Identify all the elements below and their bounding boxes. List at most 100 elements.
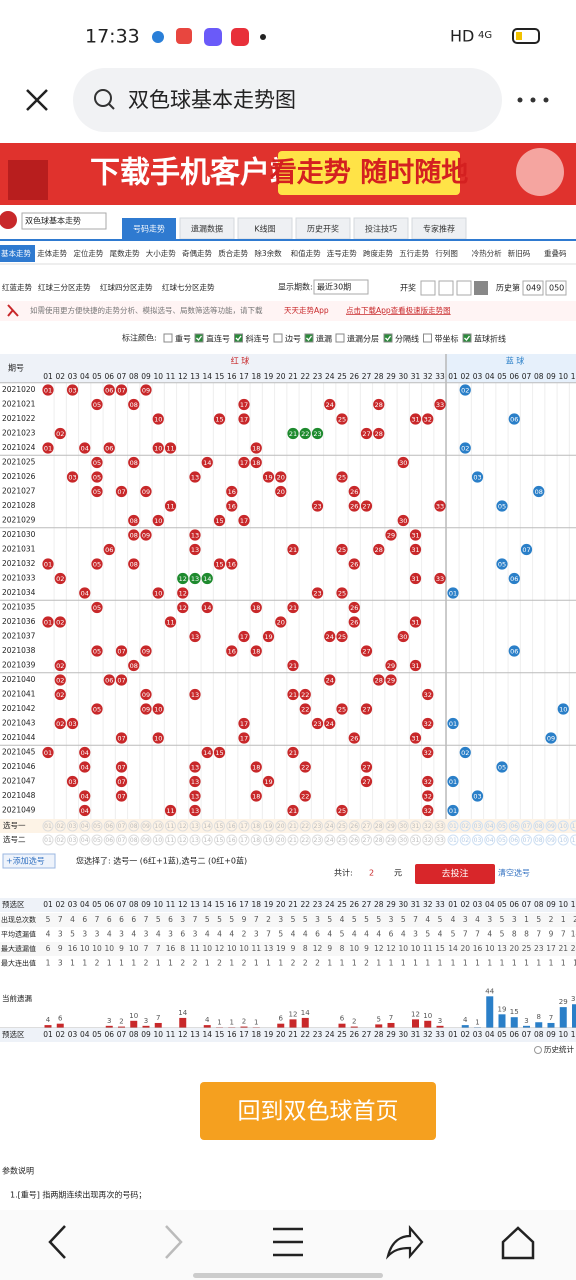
pick-ball[interactable]	[79, 820, 91, 832]
pick-ball[interactable]	[275, 834, 287, 846]
pick-ball[interactable]	[67, 834, 78, 846]
sub-tab[interactable]: 五行走势	[399, 248, 429, 258]
pick-ball[interactable]	[434, 834, 446, 846]
history-input[interactable]	[522, 280, 544, 296]
pick-ball[interactable]	[348, 820, 360, 832]
pick-ball[interactable]	[336, 834, 348, 846]
history-toggle[interactable]	[534, 1046, 542, 1054]
checkbox[interactable]	[423, 333, 432, 343]
search-box[interactable]	[73, 68, 502, 132]
home-button[interactable]	[200, 1082, 436, 1140]
sub-tab[interactable]: 尾数走势	[110, 248, 140, 258]
pick-ball[interactable]	[410, 834, 421, 846]
pick-ball[interactable]	[545, 820, 557, 832]
pick-ball[interactable]	[263, 820, 274, 832]
history-input[interactable]	[545, 280, 567, 296]
pick-ball[interactable]	[226, 834, 238, 846]
pick-ball[interactable]	[140, 834, 152, 846]
pick-ball[interactable]	[385, 820, 397, 832]
pick-ball[interactable]	[54, 820, 66, 832]
pick-ball[interactable]	[508, 820, 520, 832]
sub-tab[interactable]: 走体走势	[37, 248, 67, 258]
pick-ball[interactable]	[459, 834, 471, 846]
pick-ball[interactable]	[250, 834, 262, 846]
pick-ball[interactable]	[128, 820, 140, 832]
zone-tab[interactable]: 红蓝走势	[2, 282, 32, 292]
pick-ball[interactable]	[397, 820, 409, 832]
pick-ball[interactable]	[484, 820, 496, 832]
pick-ball[interactable]	[116, 834, 127, 846]
sub-tab[interactable]: 和值走势	[291, 248, 321, 258]
pick-ball[interactable]	[521, 834, 532, 846]
pick-ball[interactable]	[299, 834, 311, 846]
sub-tab[interactable]: 行列图	[435, 248, 458, 258]
pick-ball[interactable]	[373, 834, 385, 846]
zone-tab[interactable]: 红球三分区走势	[38, 282, 91, 292]
checkbox[interactable]	[383, 333, 393, 343]
pick-ball[interactable]	[263, 834, 274, 846]
pick-ball[interactable]	[91, 820, 103, 832]
pick-ball[interactable]	[496, 820, 508, 832]
pick-ball[interactable]	[472, 820, 483, 832]
checkbox[interactable]	[234, 333, 243, 343]
pick-ball[interactable]	[324, 820, 336, 832]
pick-ball[interactable]	[275, 820, 287, 832]
pick-ball[interactable]	[287, 820, 299, 832]
pick-ball[interactable]	[361, 820, 372, 832]
clear-button[interactable]: 清空选号	[498, 868, 530, 878]
forward-button[interactable]	[165, 1225, 183, 1259]
sub-tab[interactable]: 连号走势	[327, 248, 357, 258]
pick-ball[interactable]	[67, 820, 78, 832]
share-button[interactable]	[385, 1225, 424, 1260]
pick-ball[interactable]	[397, 834, 409, 846]
pick-ball[interactable]	[373, 820, 385, 832]
menu-icon[interactable]	[273, 1227, 303, 1257]
pick-ball[interactable]	[165, 820, 176, 832]
pick-ball[interactable]	[521, 820, 532, 832]
pick-ball[interactable]	[201, 820, 213, 832]
radio[interactable]	[456, 280, 472, 296]
pick-ball[interactable]	[422, 834, 434, 846]
checkbox[interactable]	[163, 333, 173, 343]
home-icon[interactable]	[501, 1226, 535, 1260]
sub-tab[interactable]: 重叠码	[544, 249, 567, 258]
radio[interactable]	[438, 280, 454, 296]
pick-ball[interactable]	[214, 820, 225, 832]
pick-ball[interactable]	[128, 834, 140, 846]
pick-ball[interactable]	[177, 834, 189, 846]
checkbox[interactable]	[194, 333, 204, 343]
pick-ball[interactable]	[533, 834, 545, 846]
pick-ball[interactable]	[91, 834, 103, 846]
select-box[interactable]	[21, 212, 107, 230]
pick-ball[interactable]	[545, 834, 557, 846]
pick-row-label[interactable]: 选号二	[3, 834, 26, 844]
pick-ball[interactable]	[312, 820, 323, 832]
pick-ball[interactable]	[152, 834, 164, 846]
checkbox[interactable]	[462, 333, 472, 343]
pick-ball[interactable]	[54, 834, 66, 846]
pick-ball[interactable]	[434, 820, 446, 832]
pick-ball[interactable]	[348, 834, 360, 846]
pick-ball[interactable]	[299, 820, 311, 832]
checkbox[interactable]	[304, 333, 314, 343]
sub-tab[interactable]: 除3余数	[254, 248, 282, 258]
pick-ball[interactable]	[410, 820, 421, 832]
pick-ball[interactable]	[226, 820, 238, 832]
pick-ball[interactable]	[42, 834, 54, 846]
pick-ball[interactable]	[189, 820, 201, 832]
back-button[interactable]	[48, 1225, 66, 1259]
period-select[interactable]	[313, 279, 369, 295]
radio[interactable]	[474, 281, 488, 295]
pick-ball[interactable]	[287, 834, 299, 846]
zone-tab[interactable]: 红球四分区走势	[100, 282, 153, 292]
pick-ball[interactable]	[557, 834, 569, 846]
menu-button[interactable]	[517, 97, 549, 103]
radio[interactable]	[420, 280, 436, 296]
pick-ball[interactable]	[422, 820, 434, 832]
pick-ball[interactable]	[177, 820, 189, 832]
pick-ball[interactable]	[324, 834, 336, 846]
pick-ball[interactable]	[447, 820, 459, 832]
pick-ball[interactable]	[165, 834, 176, 846]
pick-ball[interactable]	[459, 820, 471, 832]
checkbox[interactable]	[273, 333, 283, 343]
